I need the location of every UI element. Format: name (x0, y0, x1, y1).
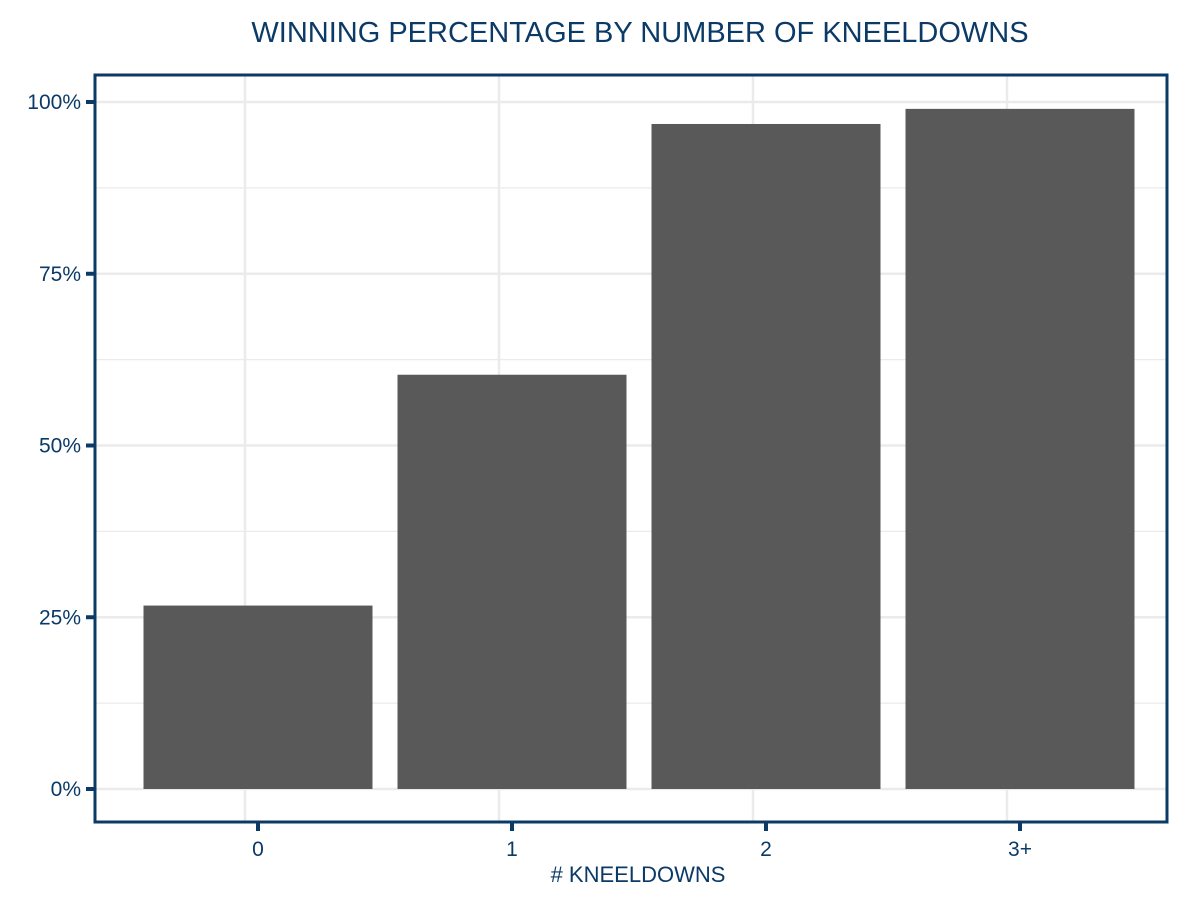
bar-2 (651, 123, 881, 789)
bar-0 (143, 605, 373, 789)
bar-3plus (905, 108, 1135, 790)
x-tick-label: 0 (252, 838, 264, 861)
x-axis-title: # KNEELDOWNS (551, 862, 726, 887)
y-axis: 0% 25% 50% 75% 100% (27, 91, 95, 801)
bars (143, 108, 1135, 790)
bar-1 (397, 374, 627, 789)
x-tick-label: 2 (760, 838, 772, 861)
chart-title: WINNING PERCENTAGE BY NUMBER OF KNEELDOW… (251, 17, 1028, 49)
y-tick-label: 75% (39, 263, 81, 286)
y-tick-label: 50% (39, 435, 81, 458)
plot-border (93, 73, 1169, 824)
y-tick-label: 0% (51, 778, 81, 801)
x-axis: 0 1 2 3+ (252, 822, 1032, 861)
y-tick-label: 25% (39, 606, 81, 629)
y-tick-label: 100% (27, 91, 81, 114)
x-tick-label: 3+ (1008, 838, 1032, 861)
x-tick-label: 1 (506, 838, 518, 861)
